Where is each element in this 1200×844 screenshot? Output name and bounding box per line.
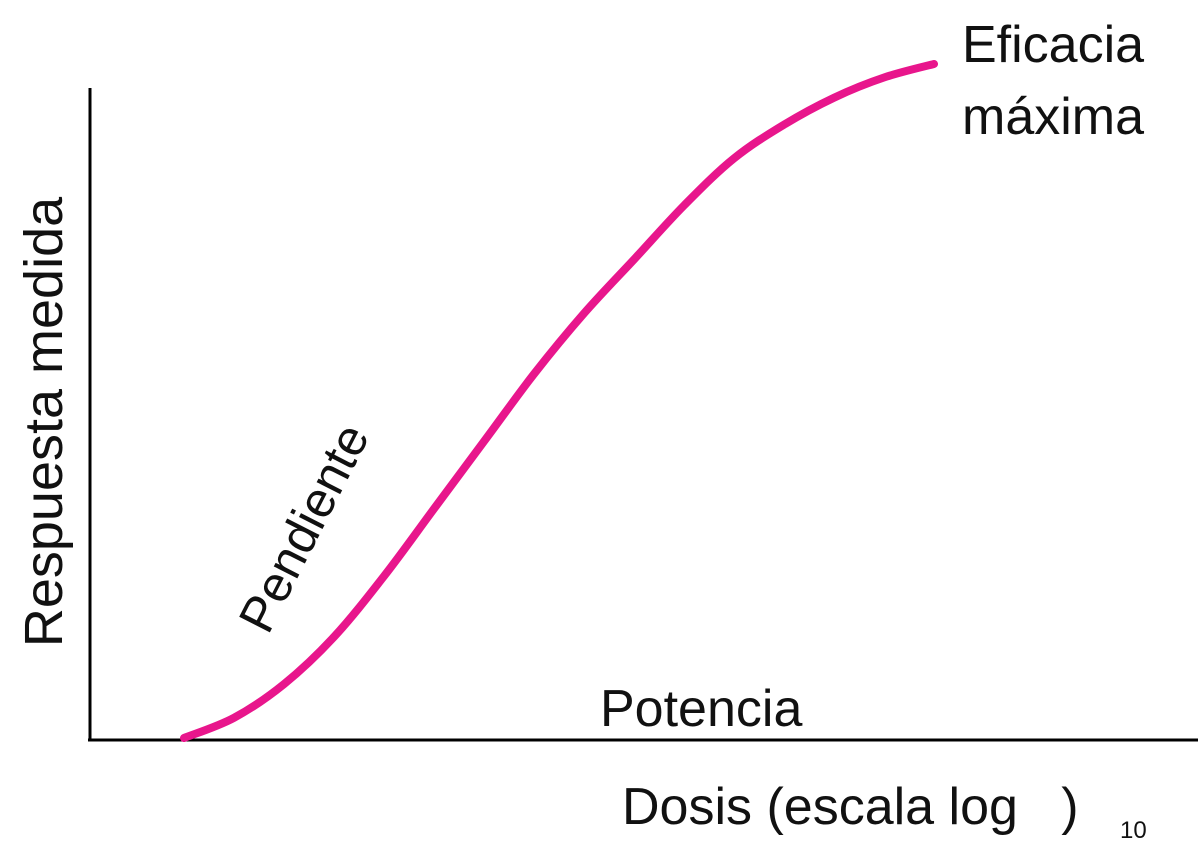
max-efficacy-label-line2: máxima — [962, 88, 1144, 146]
x-axis-label-subscript: 10 — [1120, 817, 1147, 844]
x-axis-label: Dosis (escala log ) — [622, 778, 1079, 836]
potency-label: Potencia — [600, 680, 802, 738]
max-efficacy-label-line1: Eficacia — [962, 16, 1144, 74]
y-axis-label: Respuesta medida — [14, 196, 74, 647]
dose-response-curve — [180, 60, 938, 742]
